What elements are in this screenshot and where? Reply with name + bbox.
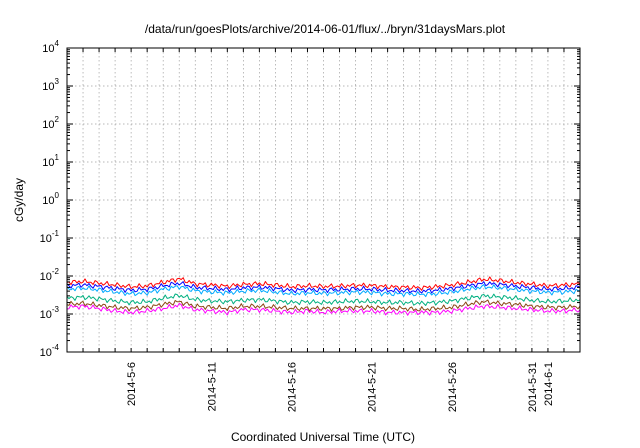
- y-tick-label: 10-3: [40, 305, 60, 321]
- x-axis: 2014-5-6 2014-5-11 2014-5-16 2014-5-21 2014-…: [82, 48, 565, 412]
- y-tick-label: 101: [42, 153, 59, 169]
- x-tick-label: 2014-5-16: [286, 362, 298, 412]
- y-axis: 10-4 10-3 10-2 10-1 100 101 102 103 104: [40, 39, 580, 359]
- x-tick-label: 2014-5-6: [126, 362, 138, 406]
- chart-title: /data/run/goesPlots/archive/2014-06-01/f…: [145, 22, 506, 36]
- y-axis-label: cGy/day: [12, 178, 26, 222]
- series-line-4: [66, 293, 581, 306]
- x-axis-label: Coordinated Universal Time (UTC): [231, 430, 415, 444]
- series-line-6: [66, 303, 581, 316]
- y-tick-label: 103: [42, 77, 59, 93]
- y-tick-label: 104: [42, 39, 59, 55]
- series-line-3: [66, 284, 581, 298]
- series-line-1: [66, 276, 581, 291]
- y-tick-label: 100: [42, 191, 59, 207]
- x-tick-label: 2014-5-11: [206, 362, 218, 411]
- y-tick-label: 10-2: [40, 267, 60, 283]
- series-line-5: [66, 299, 581, 312]
- y-tick-label: 10-4: [40, 343, 60, 359]
- x-tick-label: 2014-6-1: [543, 362, 555, 406]
- series-line-2: [66, 281, 581, 294]
- x-tick-label: 2014-5-31: [527, 362, 539, 412]
- x-tick-label: 2014-5-26: [447, 362, 459, 412]
- x-tick-label: 2014-5-21: [367, 362, 379, 412]
- y-tick-label: 102: [42, 115, 59, 131]
- series-layer: [66, 276, 581, 316]
- y-tick-label: 10-1: [40, 229, 60, 245]
